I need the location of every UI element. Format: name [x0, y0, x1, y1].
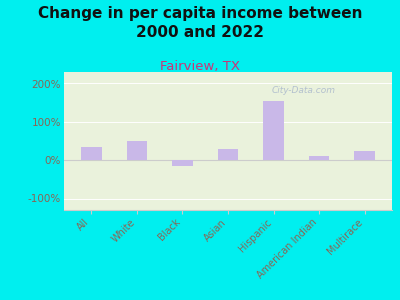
Text: City-Data.com: City-Data.com — [272, 86, 336, 95]
Bar — [263, 101, 284, 160]
Bar — [218, 149, 238, 160]
Text: Change in per capita income between
2000 and 2022: Change in per capita income between 2000… — [38, 6, 362, 40]
Bar — [172, 160, 193, 166]
Bar — [127, 141, 147, 160]
Bar — [81, 147, 102, 160]
Text: Fairview, TX: Fairview, TX — [160, 60, 240, 73]
Bar — [309, 156, 329, 160]
Bar — [354, 151, 375, 160]
